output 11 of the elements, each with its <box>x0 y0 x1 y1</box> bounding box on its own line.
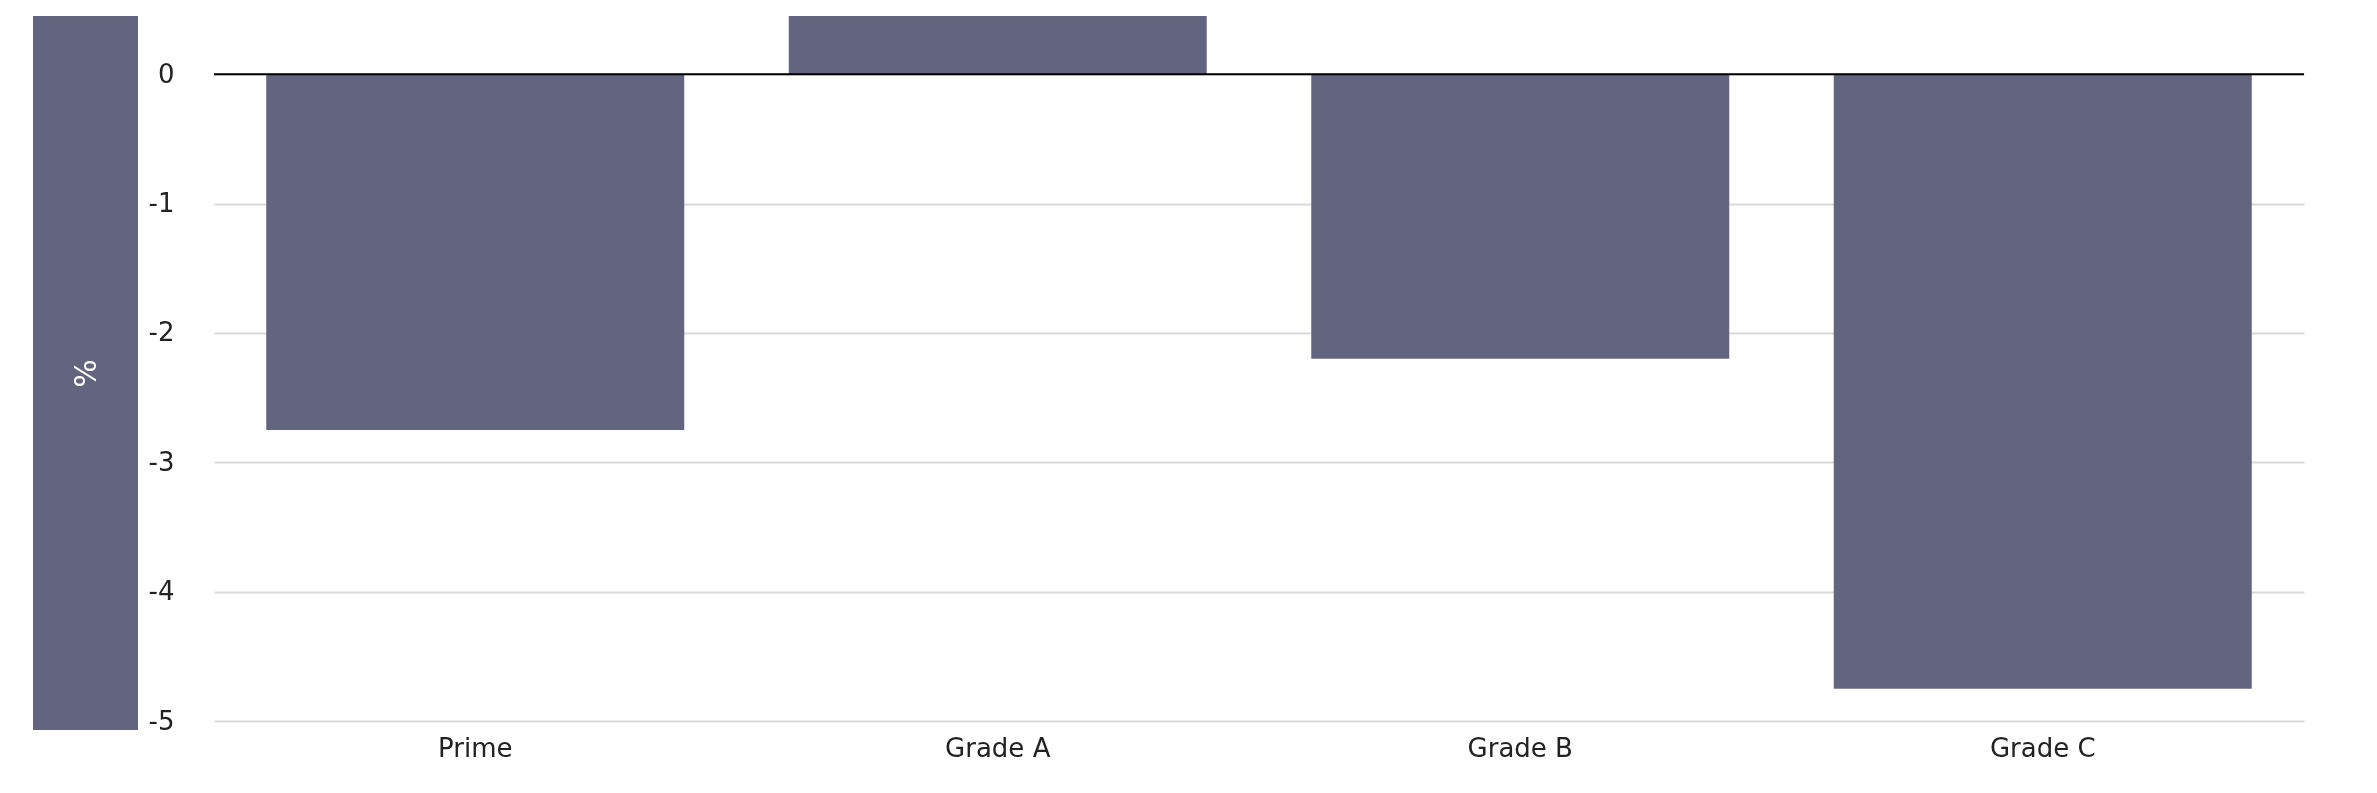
y-tick-label: -5 <box>148 705 175 736</box>
y-axis-title: % <box>67 358 103 388</box>
y-tick-label: -3 <box>148 446 175 477</box>
y-tick-label: -1 <box>148 188 175 219</box>
y-tick-label: -2 <box>148 317 175 348</box>
x-tick-label: Prime <box>438 732 513 763</box>
y-tick-label: -4 <box>148 576 175 607</box>
x-tick-label: Grade C <box>1989 732 2096 763</box>
y-tick-label: 0 <box>157 58 175 89</box>
x-tick-label: Grade A <box>945 732 1051 763</box>
x-tick-label: Grade B <box>1467 732 1573 763</box>
